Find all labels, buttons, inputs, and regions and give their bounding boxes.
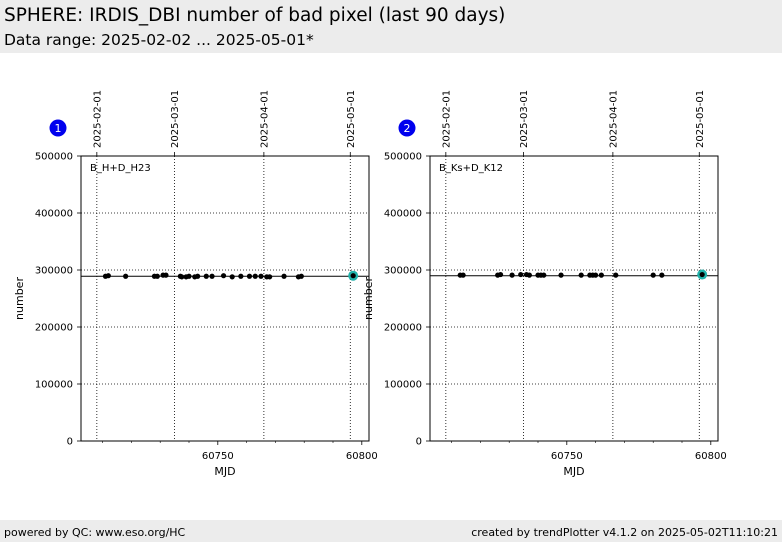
data-point <box>613 272 619 278</box>
data-point <box>526 272 532 278</box>
data-point <box>238 273 244 279</box>
latest-point <box>350 273 356 279</box>
data-point <box>659 272 665 278</box>
y-tick-label: 400000 <box>35 209 73 220</box>
data-point <box>220 273 227 279</box>
footer-credit: powered by QC: www.eso.org/HC <box>4 526 186 539</box>
y-tick-label: 100000 <box>384 380 422 391</box>
y-tick-label: 0 <box>67 437 73 448</box>
data-point <box>246 273 253 279</box>
data-point <box>281 273 287 279</box>
x-tick-label: 60750 <box>551 451 583 462</box>
x-tick-label: 60800 <box>695 451 727 462</box>
data-point <box>229 274 235 280</box>
data-point <box>518 271 524 278</box>
data-point <box>598 272 604 278</box>
panel-number-label: 2 <box>404 122 411 135</box>
date-tick-label: 2025-03-01 <box>519 90 530 148</box>
date-tick-label: 2025-05-01 <box>346 90 357 148</box>
y-tick-label: 0 <box>416 437 422 448</box>
y-tick-label: 500000 <box>384 152 422 163</box>
y-tick-label: 200000 <box>35 323 73 334</box>
panel-number-label: 1 <box>55 122 62 135</box>
panel-number-badge <box>398 119 416 137</box>
date-tick-label: 2025-02-01 <box>441 90 452 148</box>
footer-bar: powered by QC: www.eso.org/HC created by… <box>0 520 782 542</box>
data-point <box>203 273 209 279</box>
data-point <box>123 273 129 279</box>
y-tick-label: 500000 <box>35 152 73 163</box>
y-axis-label: number <box>362 277 375 320</box>
data-point <box>460 272 466 278</box>
footer-generator: created by trendPlotter v4.1.2 on 2025-0… <box>471 526 778 539</box>
y-axis-label: number <box>13 277 26 320</box>
data-point <box>186 273 192 279</box>
date-tick-label: 2025-04-01 <box>608 90 619 148</box>
y-tick-label: 300000 <box>384 266 422 277</box>
panel-label: B_H+D_H23 <box>90 163 151 174</box>
x-axis-label: MJD <box>214 465 235 478</box>
data-point <box>497 271 504 278</box>
data-point <box>593 272 599 278</box>
panel-number-badge <box>49 119 67 137</box>
data-point <box>267 274 273 280</box>
date-tick-label: 2025-04-01 <box>259 90 270 148</box>
data-point <box>541 272 547 278</box>
data-point <box>509 272 515 278</box>
data-point <box>195 273 201 279</box>
x-tick-label: 60800 <box>346 451 378 462</box>
date-tick-label: 2025-03-01 <box>170 90 181 148</box>
data-point <box>154 273 160 279</box>
header-bar: SPHERE: IRDIS_DBI number of bad pixel (l… <box>0 0 782 53</box>
data-point <box>298 273 304 279</box>
data-point <box>179 274 185 280</box>
data-point <box>558 272 564 278</box>
date-tick-label: 2025-05-01 <box>695 90 706 148</box>
data-point <box>163 272 169 278</box>
data-point <box>578 272 584 278</box>
panel-label: B_Ks+D_K12 <box>439 163 503 174</box>
latest-point <box>699 271 705 278</box>
data-point <box>650 272 656 278</box>
plot-frame <box>80 155 370 442</box>
y-tick-label: 200000 <box>384 323 422 334</box>
x-tick-label: 60750 <box>202 451 234 462</box>
x-axis-label: MJD <box>563 465 584 478</box>
data-point <box>258 273 264 279</box>
y-tick-label: 300000 <box>35 266 73 277</box>
date-tick-label: 2025-02-01 <box>92 90 103 148</box>
data-point <box>252 273 258 279</box>
y-tick-label: 400000 <box>384 209 422 220</box>
data-point <box>209 273 215 279</box>
page-subtitle: Data range: 2025-02-02 ... 2025-05-01* <box>4 31 314 49</box>
data-point <box>105 273 111 279</box>
y-tick-label: 100000 <box>35 380 73 391</box>
page-title: SPHERE: IRDIS_DBI number of bad pixel (l… <box>4 5 506 26</box>
plot-frame <box>429 155 719 442</box>
